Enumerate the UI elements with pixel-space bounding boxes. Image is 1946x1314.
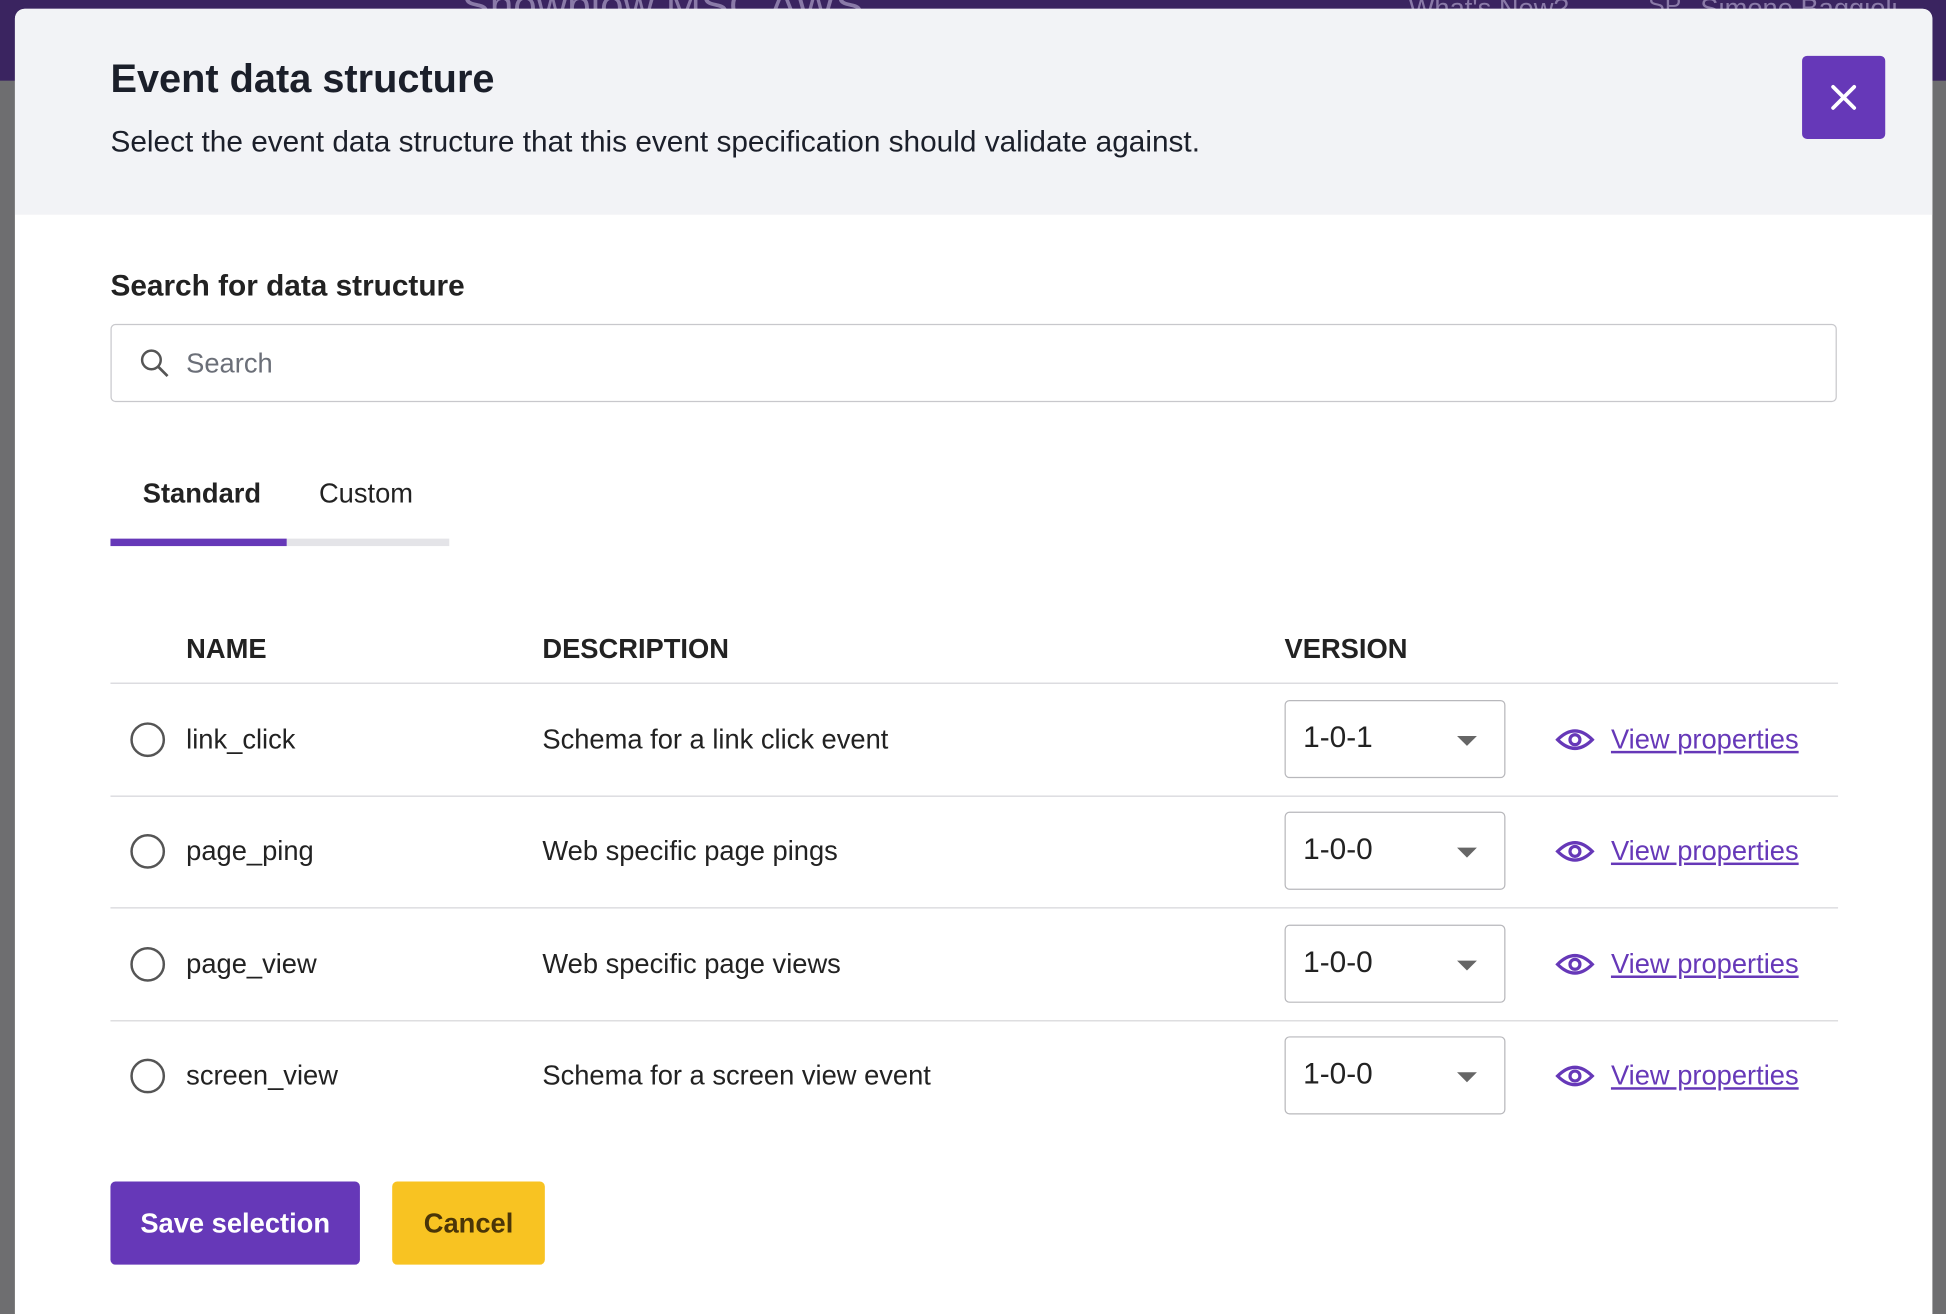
header-version: VERSION [1284,632,1408,664]
view-properties-link[interactable]: View properties [1610,947,1799,979]
eye-icon [1555,722,1595,757]
version-select[interactable]: 1-0-0 [1284,1036,1506,1115]
row-description: Schema for a screen view event [542,1059,931,1091]
modal-title: Event data structure [110,55,495,101]
row-name: link_click [186,723,296,755]
row-name: page_view [186,947,317,979]
row-description: Web specific page pings [542,835,838,867]
radio[interactable] [130,946,166,982]
tab-indicator [110,538,287,547]
header-name: NAME [186,632,267,664]
row-description: Web specific page views [542,947,841,979]
cancel-button[interactable]: Cancel [392,1181,545,1265]
view-properties-link[interactable]: View properties [1610,1059,1799,1091]
dropdown-arrow [1457,735,1477,746]
version-select[interactable]: 1-0-0 [1284,924,1506,1003]
version-value: 1-0-1 [1303,721,1373,755]
version-value: 1-0-0 [1303,833,1373,867]
version-select[interactable]: 1-0-1 [1284,699,1506,779]
modal-subtitle: Select the event data structure that thi… [110,125,1200,159]
view-properties-link[interactable]: View properties [1610,835,1799,867]
version-value: 1-0-0 [1303,1057,1373,1091]
row-divider [110,1019,1839,1021]
tab-custom[interactable]: Custom [318,477,414,509]
eye-svg [1555,1065,1595,1087]
row-divider [110,907,1839,909]
row-name: page_ping [186,835,314,867]
dropdown-arrow [1457,848,1477,858]
view-properties-link[interactable]: View properties [1610,723,1799,755]
eye-icon [1555,1059,1595,1094]
dropdown-arrow [1457,960,1477,971]
eye-icon [1555,834,1595,869]
search-input[interactable]: Search [110,323,1837,403]
radio[interactable] [130,1058,166,1094]
radio[interactable] [130,722,166,758]
dropdown-arrow [1457,1072,1477,1083]
row-divider [110,795,1839,797]
header-divider [110,682,1839,684]
save-button[interactable]: Save selection [110,1181,360,1265]
modal: Event data structure Select the event da… [14,8,1933,1314]
version-select[interactable]: 1-0-0 [1284,812,1506,891]
modal-header [14,8,1933,215]
search-label: Search for data structure [110,269,465,303]
radio[interactable] [130,834,166,870]
close-button[interactable] [1802,55,1886,140]
search-placeholder: Search [186,347,273,379]
tab-standard[interactable]: Standard [142,477,262,509]
tab-track [286,538,450,547]
search-icon [140,349,169,378]
row-name: screen_view [186,1059,338,1091]
header-description: DESCRIPTION [542,632,729,664]
eye-icon [1555,946,1595,981]
close-icon [1831,85,1857,110]
row-description: Schema for a link click event [542,723,889,755]
eye-svg [1555,841,1595,863]
version-value: 1-0-0 [1303,945,1373,979]
eye-svg [1555,729,1595,750]
eye-svg [1555,953,1595,975]
